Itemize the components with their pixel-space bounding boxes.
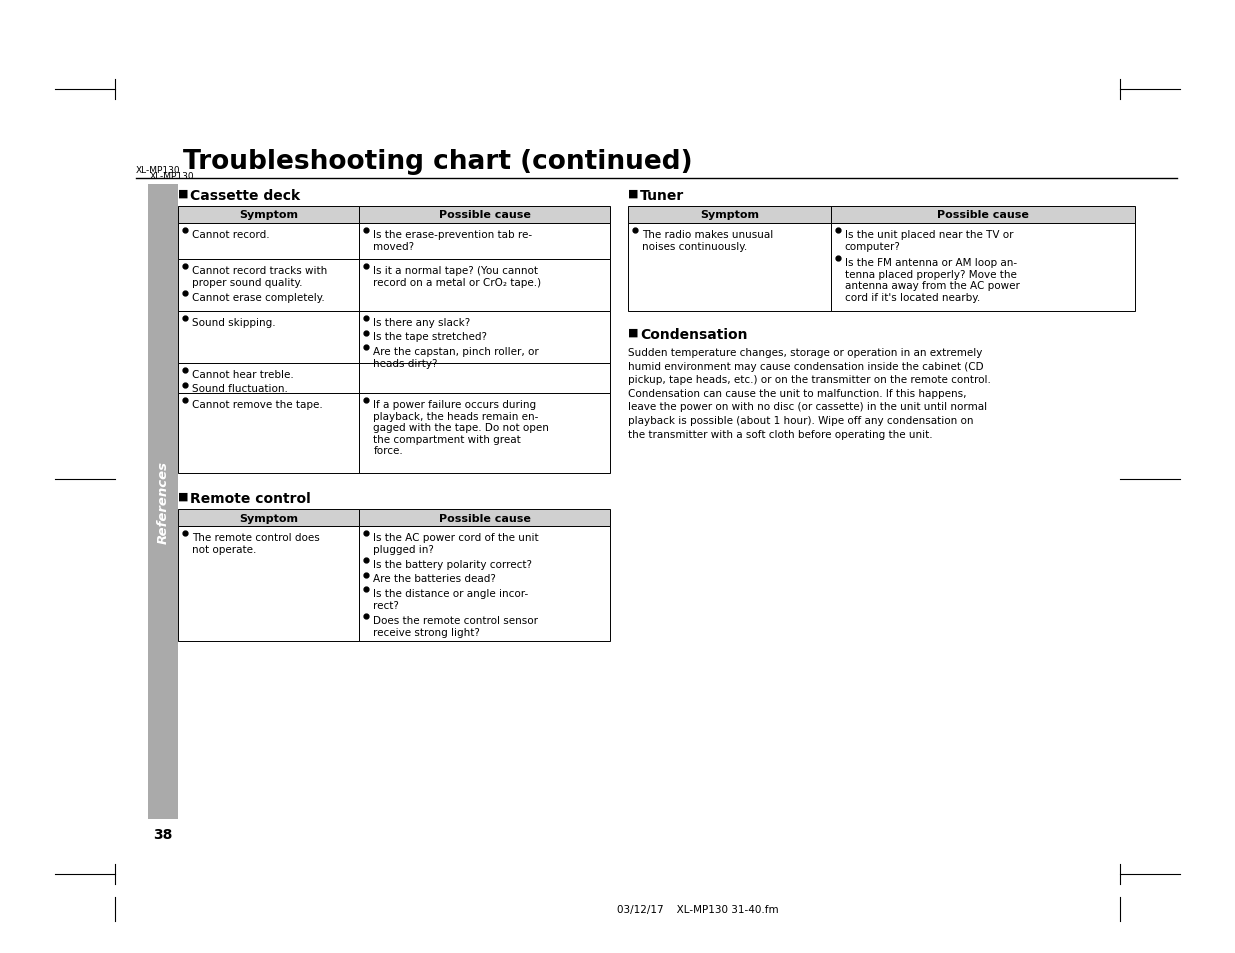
Bar: [148, 185, 178, 820]
Text: Tuner: Tuner: [640, 189, 684, 203]
Text: Possible cause: Possible cause: [438, 211, 531, 220]
Bar: [178, 526, 359, 641]
Text: Cannot record.: Cannot record.: [191, 230, 269, 240]
Bar: [359, 260, 610, 312]
Bar: [359, 207, 610, 224]
Text: Cassette deck: Cassette deck: [190, 189, 300, 203]
Text: Is the FM antenna or AM loop an-
tenna placed properly? Move the
antenna away fr: Is the FM antenna or AM loop an- tenna p…: [845, 257, 1020, 302]
Bar: [178, 224, 359, 260]
Text: Symptom: Symptom: [240, 513, 298, 523]
Text: If a power failure occurs during
playback, the heads remain en-
gaged with the t: If a power failure occurs during playbac…: [373, 399, 550, 456]
Text: 03/12/17    XL-MP130 31-40.fm: 03/12/17 XL-MP130 31-40.fm: [616, 904, 778, 914]
Text: Remote control: Remote control: [190, 492, 311, 505]
Text: Are the batteries dead?: Are the batteries dead?: [373, 574, 496, 584]
Text: XL-MP130: XL-MP130: [136, 166, 180, 174]
Bar: [178, 260, 359, 312]
Text: Symptom: Symptom: [240, 211, 298, 220]
Bar: [359, 224, 610, 260]
Text: Is the battery polarity correct?: Is the battery polarity correct?: [373, 559, 532, 569]
Text: Is it a normal tape? (You cannot
record on a metal or CrO₂ tape.): Is it a normal tape? (You cannot record …: [373, 266, 542, 287]
Text: Does the remote control sensor
receive strong light?: Does the remote control sensor receive s…: [373, 616, 538, 637]
Bar: [359, 364, 610, 394]
Bar: [359, 526, 610, 641]
Text: Is the tape stretched?: Is the tape stretched?: [373, 333, 488, 342]
Text: ■: ■: [629, 328, 638, 337]
Bar: [831, 207, 1135, 224]
Bar: [178, 510, 359, 526]
Bar: [831, 224, 1135, 312]
Bar: [629, 224, 831, 312]
Text: Cannot hear treble.: Cannot hear treble.: [191, 370, 294, 379]
Text: ■: ■: [178, 189, 189, 199]
Text: The radio makes unusual
noises continuously.: The radio makes unusual noises continuou…: [642, 230, 773, 252]
Text: Possible cause: Possible cause: [438, 513, 531, 523]
Text: Is the erase-prevention tab re-
moved?: Is the erase-prevention tab re- moved?: [373, 230, 532, 252]
Text: Cannot record tracks with
proper sound quality.: Cannot record tracks with proper sound q…: [191, 266, 327, 287]
Bar: [178, 312, 359, 364]
Text: Cannot remove the tape.: Cannot remove the tape.: [191, 399, 322, 410]
Text: Is the unit placed near the TV or
computer?: Is the unit placed near the TV or comput…: [845, 230, 1013, 252]
Text: Symptom: Symptom: [700, 211, 758, 220]
Text: Possible cause: Possible cause: [937, 211, 1029, 220]
Text: The remote control does
not operate.: The remote control does not operate.: [191, 533, 320, 554]
Text: Sudden temperature changes, storage or operation in an extremely
humid environme: Sudden temperature changes, storage or o…: [629, 348, 990, 439]
Text: 38: 38: [153, 827, 173, 841]
Bar: [178, 364, 359, 394]
Text: References: References: [157, 460, 169, 543]
Text: ■: ■: [178, 492, 189, 501]
Text: Condensation: Condensation: [640, 328, 747, 341]
Bar: [629, 207, 831, 224]
Text: Cannot erase completely.: Cannot erase completely.: [191, 293, 325, 303]
Text: XL-MP130: XL-MP130: [149, 172, 195, 181]
Text: Troubleshooting chart (continued): Troubleshooting chart (continued): [183, 149, 693, 174]
Text: ■: ■: [629, 189, 638, 199]
Text: Sound fluctuation.: Sound fluctuation.: [191, 384, 288, 395]
Text: Is the distance or angle incor-
rect?: Is the distance or angle incor- rect?: [373, 588, 529, 610]
Text: Is there any slack?: Is there any slack?: [373, 317, 471, 328]
Bar: [178, 207, 359, 224]
Bar: [178, 394, 359, 474]
Bar: [359, 510, 610, 526]
Text: Are the capstan, pinch roller, or
heads dirty?: Are the capstan, pinch roller, or heads …: [373, 347, 540, 368]
Text: Is the AC power cord of the unit
plugged in?: Is the AC power cord of the unit plugged…: [373, 533, 538, 554]
Text: Sound skipping.: Sound skipping.: [191, 317, 275, 328]
Bar: [359, 312, 610, 364]
Bar: [359, 394, 610, 474]
